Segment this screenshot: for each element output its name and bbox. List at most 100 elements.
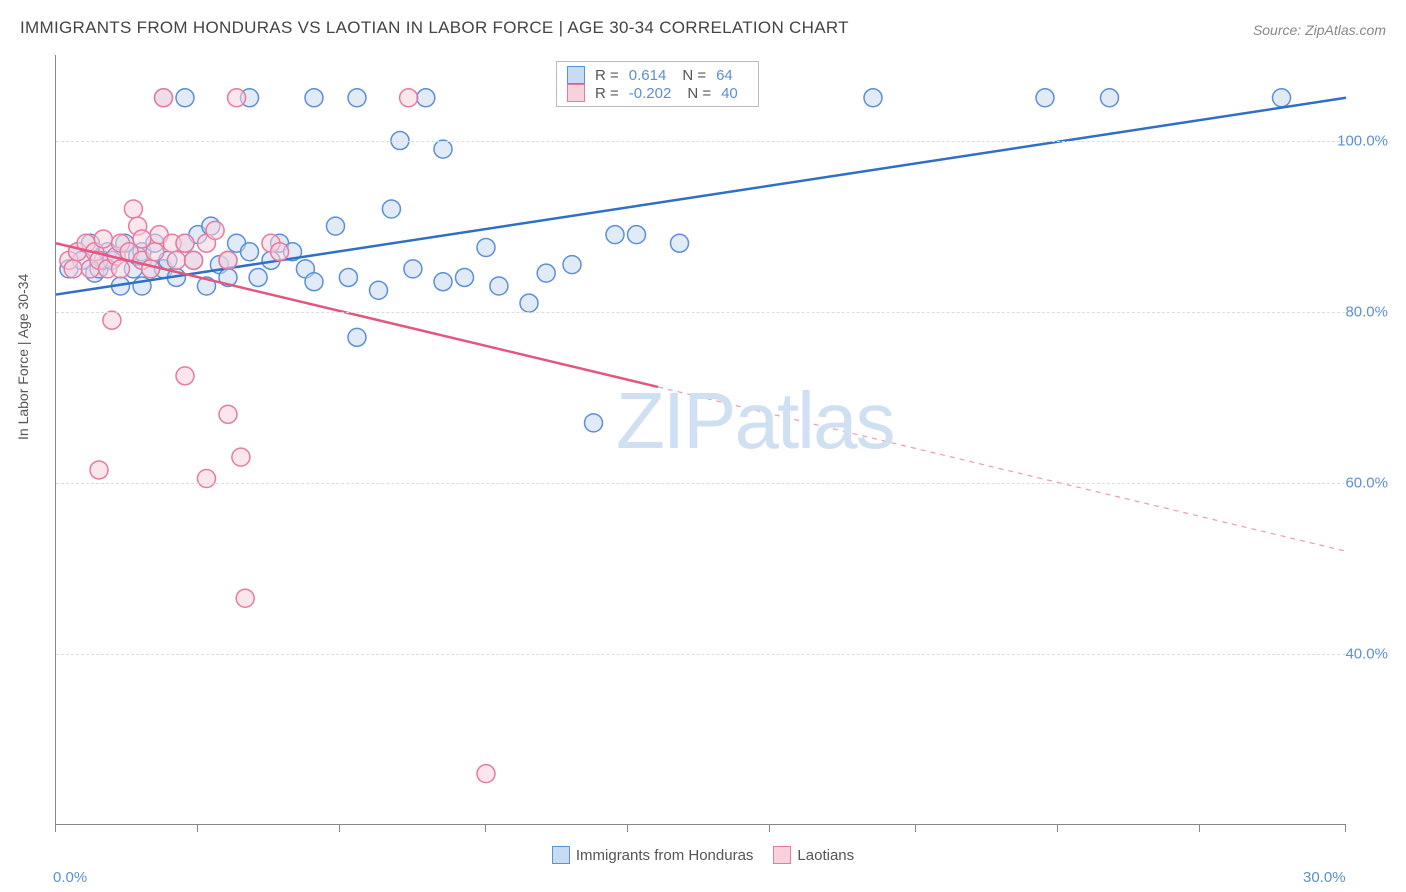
data-point — [90, 461, 108, 479]
ytick-label: 40.0% — [1345, 645, 1388, 662]
data-point — [434, 140, 452, 158]
correlation-legend-row: R = 0.614 N = 64 — [567, 66, 748, 84]
data-point — [477, 765, 495, 783]
gridline — [56, 312, 1345, 313]
scatter-plot-svg — [56, 55, 1345, 824]
data-point — [176, 367, 194, 385]
data-point — [185, 251, 203, 269]
gridline — [56, 483, 1345, 484]
data-point — [236, 589, 254, 607]
data-point — [146, 243, 164, 261]
data-point — [434, 273, 452, 291]
legend-n-label: N = — [682, 67, 706, 84]
xtick-mark — [55, 824, 56, 832]
legend-n-value: 64 — [716, 67, 733, 84]
y-axis-label: In Labor Force | Age 30-34 — [15, 274, 31, 440]
legend-swatch — [773, 846, 791, 864]
legend-n-value: 40 — [721, 85, 738, 102]
data-point — [585, 414, 603, 432]
data-point — [305, 89, 323, 107]
chart-container: IMMIGRANTS FROM HONDURAS VS LAOTIAN IN L… — [0, 0, 1406, 892]
xtick-mark — [485, 824, 486, 832]
xtick-label: 30.0% — [1303, 869, 1346, 886]
xtick-label: 0.0% — [53, 869, 87, 886]
data-point — [382, 200, 400, 218]
ytick-label: 80.0% — [1345, 303, 1388, 320]
data-point — [339, 268, 357, 286]
legend-r-value: -0.202 — [629, 85, 672, 102]
data-point — [327, 217, 345, 235]
data-point — [124, 200, 142, 218]
data-point — [271, 243, 289, 261]
data-point — [198, 470, 216, 488]
legend-swatch — [567, 66, 585, 84]
legend-swatch — [567, 84, 585, 102]
gridline — [56, 654, 1345, 655]
data-point — [417, 89, 435, 107]
data-point — [628, 226, 646, 244]
xtick-mark — [769, 824, 770, 832]
data-point — [456, 268, 474, 286]
chart-title: IMMIGRANTS FROM HONDURAS VS LAOTIAN IN L… — [20, 18, 849, 38]
data-point — [400, 89, 418, 107]
plot-area: ZIPatlas R =0.614N =64R =-0.202N =40 — [55, 55, 1345, 825]
data-point — [232, 448, 250, 466]
data-point — [249, 268, 267, 286]
data-point — [520, 294, 538, 312]
data-point — [206, 221, 224, 239]
legend-r-value: 0.614 — [629, 67, 667, 84]
data-point — [348, 328, 366, 346]
legend-r-label: R = — [595, 67, 619, 84]
data-point — [94, 230, 112, 248]
data-point — [103, 311, 121, 329]
data-point — [167, 251, 185, 269]
data-point — [671, 234, 689, 252]
correlation-legend: R = 0.614 N = 64 R = -0.202 N = 40 — [556, 61, 759, 107]
data-point — [477, 239, 495, 257]
data-point — [112, 260, 130, 278]
legend-item: Immigrants from Honduras — [552, 846, 754, 864]
gridline — [56, 141, 1345, 142]
series-legend: Immigrants from Honduras Laotians — [0, 846, 1406, 864]
ytick-label: 100.0% — [1337, 132, 1388, 149]
legend-item: Laotians — [773, 846, 854, 864]
data-point — [176, 89, 194, 107]
source-label: Source: ZipAtlas.com — [1253, 22, 1386, 38]
data-point — [305, 273, 323, 291]
data-point — [228, 89, 246, 107]
xtick-mark — [1057, 824, 1058, 832]
data-point — [64, 260, 82, 278]
xtick-mark — [627, 824, 628, 832]
data-point — [606, 226, 624, 244]
data-point — [1036, 89, 1054, 107]
ytick-label: 60.0% — [1345, 474, 1388, 491]
xtick-mark — [915, 824, 916, 832]
data-point — [864, 89, 882, 107]
data-point — [219, 251, 237, 269]
data-point — [1273, 89, 1291, 107]
data-point — [348, 89, 366, 107]
data-point — [142, 260, 160, 278]
data-point — [563, 256, 581, 274]
data-point — [537, 264, 555, 282]
xtick-mark — [1199, 824, 1200, 832]
legend-label: Immigrants from Honduras — [576, 847, 754, 864]
data-point — [241, 243, 259, 261]
legend-r-label: R = — [595, 85, 619, 102]
legend-n-label: N = — [687, 85, 711, 102]
xtick-mark — [197, 824, 198, 832]
regression-line-extrapolated — [658, 387, 1346, 551]
data-point — [1101, 89, 1119, 107]
correlation-legend-row: R = -0.202 N = 40 — [567, 84, 748, 102]
data-point — [219, 405, 237, 423]
xtick-mark — [339, 824, 340, 832]
legend-swatch — [552, 846, 570, 864]
regression-line — [56, 98, 1346, 295]
data-point — [404, 260, 422, 278]
data-point — [370, 281, 388, 299]
legend-label: Laotians — [797, 847, 854, 864]
data-point — [490, 277, 508, 295]
data-point — [176, 234, 194, 252]
data-point — [155, 89, 173, 107]
xtick-mark — [1345, 824, 1346, 832]
